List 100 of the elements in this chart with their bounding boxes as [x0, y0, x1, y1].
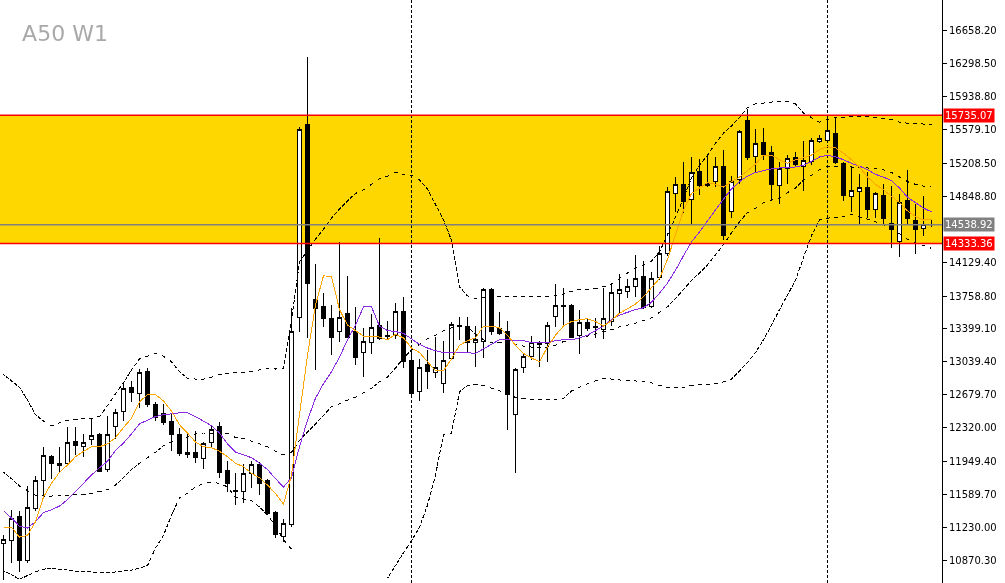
candlestick — [385, 321, 390, 339]
candlestick — [609, 282, 614, 327]
candlestick — [713, 156, 718, 187]
y-tick-label: 12320.00 — [949, 422, 997, 434]
ref-line-label: 15735.07 — [945, 110, 993, 121]
candlestick — [497, 312, 502, 335]
y-tick-label: 11949.40 — [949, 455, 997, 467]
y-tick-label: 15938.80 — [949, 91, 997, 103]
candlestick — [113, 409, 118, 439]
candlestick — [681, 162, 686, 214]
candlestick — [921, 196, 926, 236]
candlestick — [505, 321, 510, 431]
candlestick — [481, 288, 486, 359]
candlestick — [673, 177, 678, 213]
candlestick — [337, 242, 342, 343]
candlestick — [273, 511, 278, 538]
candlestick — [169, 414, 174, 451]
candlestick — [129, 381, 134, 402]
candlestick — [217, 422, 222, 479]
candlestick — [745, 109, 750, 161]
candlestick — [593, 318, 598, 338]
candlestick — [697, 159, 702, 196]
candlestick — [185, 433, 190, 459]
candlestick — [201, 442, 206, 469]
candlestick — [257, 462, 262, 496]
candlestick — [561, 288, 566, 326]
candlestick — [121, 382, 126, 421]
candlestick — [393, 303, 398, 339]
candlestick — [433, 336, 438, 379]
candlestick — [729, 176, 734, 218]
candlestick — [721, 149, 726, 241]
candlestick — [641, 261, 646, 310]
candlestick — [569, 304, 574, 338]
candlestick — [73, 427, 78, 455]
candlestick — [137, 369, 142, 409]
candlestick — [297, 127, 302, 333]
candlestick — [281, 518, 286, 543]
candlestick — [873, 191, 878, 218]
candlestick — [401, 297, 406, 368]
y-tick-label: 14848.80 — [949, 190, 997, 202]
candlestick — [57, 447, 62, 474]
candlestick — [553, 284, 558, 328]
candlestick — [473, 326, 478, 367]
candlestick — [665, 186, 670, 257]
candlestick — [417, 359, 422, 401]
candlestick — [585, 319, 590, 332]
candlestick — [633, 254, 638, 298]
candlestick — [193, 431, 198, 464]
candlestick — [817, 134, 822, 144]
y-tick-label: 11230.00 — [949, 521, 997, 533]
candlestick — [425, 349, 430, 389]
candlestick — [465, 316, 470, 353]
candlestick — [105, 415, 110, 472]
candlestick — [17, 511, 22, 572]
candlestick — [705, 154, 710, 187]
y-tick-label: 14129.40 — [949, 256, 997, 268]
candlestick — [545, 322, 550, 363]
candlestick — [601, 288, 606, 339]
candlestick — [369, 314, 374, 354]
candlestick — [145, 367, 150, 408]
candlestick — [9, 510, 14, 564]
candlestick — [441, 341, 446, 394]
candlestick — [537, 341, 542, 367]
candlestick — [329, 304, 334, 356]
candlestick — [153, 402, 158, 421]
candlestick — [321, 293, 326, 328]
text: A50 W1 — [22, 20, 108, 46]
candlestick — [361, 328, 366, 378]
candlestick — [513, 368, 518, 474]
ref-line-label: 14333.36 — [945, 238, 993, 249]
ref-line-label: 14538.92 — [945, 219, 993, 230]
y-tick-label: 15208.50 — [949, 157, 997, 169]
candlestick — [905, 169, 910, 224]
candlestick — [177, 428, 182, 456]
candlestick — [65, 427, 70, 466]
y-tick-label: 11589.70 — [949, 488, 997, 500]
candlestick — [657, 246, 662, 281]
candlestick — [753, 129, 758, 174]
candlestick — [161, 403, 166, 425]
candlestick — [625, 279, 630, 299]
candlestick — [521, 353, 526, 374]
candlestick — [97, 432, 102, 472]
candlestick — [457, 316, 462, 340]
candlestick — [377, 237, 382, 340]
candlestick — [577, 310, 582, 354]
candlestick — [353, 307, 358, 366]
candlestick — [881, 183, 886, 224]
candlestick — [489, 288, 494, 335]
y-tick-label: 12679.70 — [949, 389, 997, 401]
y-tick-label: 13399.10 — [949, 323, 997, 335]
y-tick-label: 16658.20 — [949, 25, 997, 37]
y-tick-label: 16298.50 — [949, 58, 997, 70]
y-tick-label: 13758.80 — [949, 290, 997, 302]
candlestick — [761, 128, 766, 161]
candlestick — [617, 274, 622, 314]
y-tick-label: 15579.10 — [949, 124, 997, 136]
candlestick — [49, 454, 54, 480]
candlestick — [737, 130, 742, 184]
candlestick — [345, 276, 350, 339]
candlestick — [81, 433, 86, 457]
